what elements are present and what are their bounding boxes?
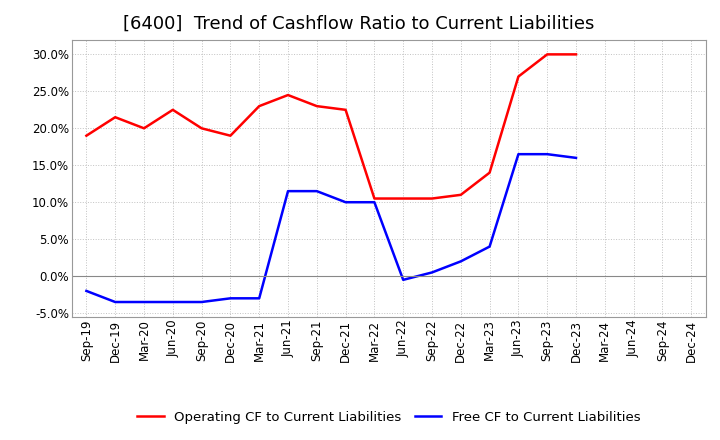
Free CF to Current Liabilities [399,277,408,282]
Text: [6400]  Trend of Cashflow Ratio to Current Liabilities: [6400] Trend of Cashflow Ratio to Curren… [122,15,594,33]
Operating CF to Current Liabilities [82,133,91,138]
Free CF to Current Liabilities [140,299,148,304]
Operating CF to Current Liabilities [140,126,148,131]
Free CF to Current Liabilities [456,259,465,264]
Operating CF to Current Liabilities [312,103,321,109]
Free CF to Current Liabilities [312,188,321,194]
Operating CF to Current Liabilities [514,74,523,79]
Operating CF to Current Liabilities [341,107,350,113]
Operating CF to Current Liabilities [370,196,379,201]
Free CF to Current Liabilities [82,288,91,293]
Operating CF to Current Liabilities [572,52,580,57]
Operating CF to Current Liabilities [428,196,436,201]
Operating CF to Current Liabilities [197,126,206,131]
Free CF to Current Liabilities [255,296,264,301]
Operating CF to Current Liabilities [111,114,120,120]
Free CF to Current Liabilities [226,296,235,301]
Operating CF to Current Liabilities [485,170,494,175]
Free CF to Current Liabilities [370,200,379,205]
Line: Operating CF to Current Liabilities: Operating CF to Current Liabilities [86,55,576,198]
Operating CF to Current Liabilities [226,133,235,138]
Operating CF to Current Liabilities [255,103,264,109]
Operating CF to Current Liabilities [456,192,465,198]
Operating CF to Current Liabilities [284,92,292,98]
Operating CF to Current Liabilities [543,52,552,57]
Free CF to Current Liabilities [514,151,523,157]
Operating CF to Current Liabilities [168,107,177,113]
Free CF to Current Liabilities [543,151,552,157]
Free CF to Current Liabilities [485,244,494,249]
Operating CF to Current Liabilities [399,196,408,201]
Free CF to Current Liabilities [168,299,177,304]
Free CF to Current Liabilities [111,299,120,304]
Free CF to Current Liabilities [197,299,206,304]
Free CF to Current Liabilities [572,155,580,161]
Free CF to Current Liabilities [284,188,292,194]
Legend: Operating CF to Current Liabilities, Free CF to Current Liabilities: Operating CF to Current Liabilities, Fre… [132,406,646,429]
Free CF to Current Liabilities [341,200,350,205]
Free CF to Current Liabilities [428,270,436,275]
Line: Free CF to Current Liabilities: Free CF to Current Liabilities [86,154,576,302]
